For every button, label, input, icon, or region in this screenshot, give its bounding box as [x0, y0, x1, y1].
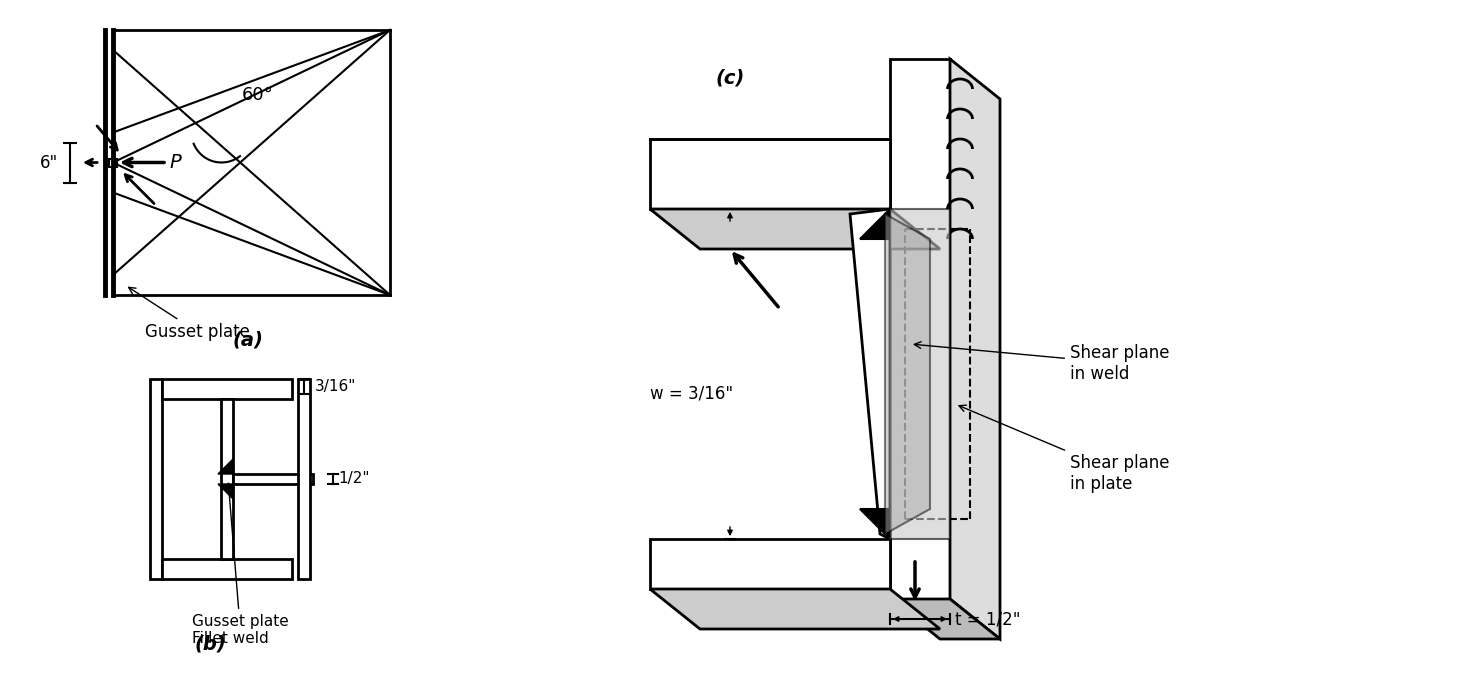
Polygon shape: [851, 209, 890, 539]
Bar: [150, 379, 162, 579]
Bar: [234, 474, 313, 484]
Text: $P$: $P$: [169, 153, 182, 172]
Polygon shape: [859, 209, 890, 239]
Bar: [649, 539, 890, 589]
Text: 6": 6": [40, 153, 57, 172]
Text: (a): (a): [232, 330, 263, 349]
Text: (b): (b): [194, 634, 226, 653]
Bar: [220, 399, 234, 559]
Polygon shape: [890, 599, 1000, 639]
Text: 3/16": 3/16": [314, 379, 357, 394]
Polygon shape: [859, 509, 890, 539]
Text: t = 1/2": t = 1/2": [955, 610, 1021, 628]
Text: (c): (c): [715, 69, 745, 88]
Text: Gusset plate: Gusset plate: [129, 287, 250, 341]
Polygon shape: [884, 214, 930, 534]
Bar: [162, 379, 292, 399]
Text: 1/2": 1/2": [338, 471, 370, 486]
Polygon shape: [950, 59, 1000, 639]
Text: w = 3/16": w = 3/16": [649, 385, 733, 403]
Text: Shear plane
in plate: Shear plane in plate: [959, 405, 1169, 493]
Bar: [649, 139, 890, 209]
Bar: [162, 559, 292, 579]
Text: Shear plane
in weld: Shear plane in weld: [914, 342, 1169, 383]
Polygon shape: [649, 209, 940, 249]
Polygon shape: [217, 484, 234, 499]
Bar: [890, 59, 950, 599]
Polygon shape: [890, 209, 950, 539]
Polygon shape: [217, 459, 234, 474]
Text: Gusset plate
Fillet weld: Gusset plate Fillet weld: [192, 483, 289, 646]
Text: 60°: 60°: [241, 86, 273, 105]
Polygon shape: [649, 589, 940, 629]
Bar: [109, 158, 118, 166]
Bar: [298, 379, 310, 579]
